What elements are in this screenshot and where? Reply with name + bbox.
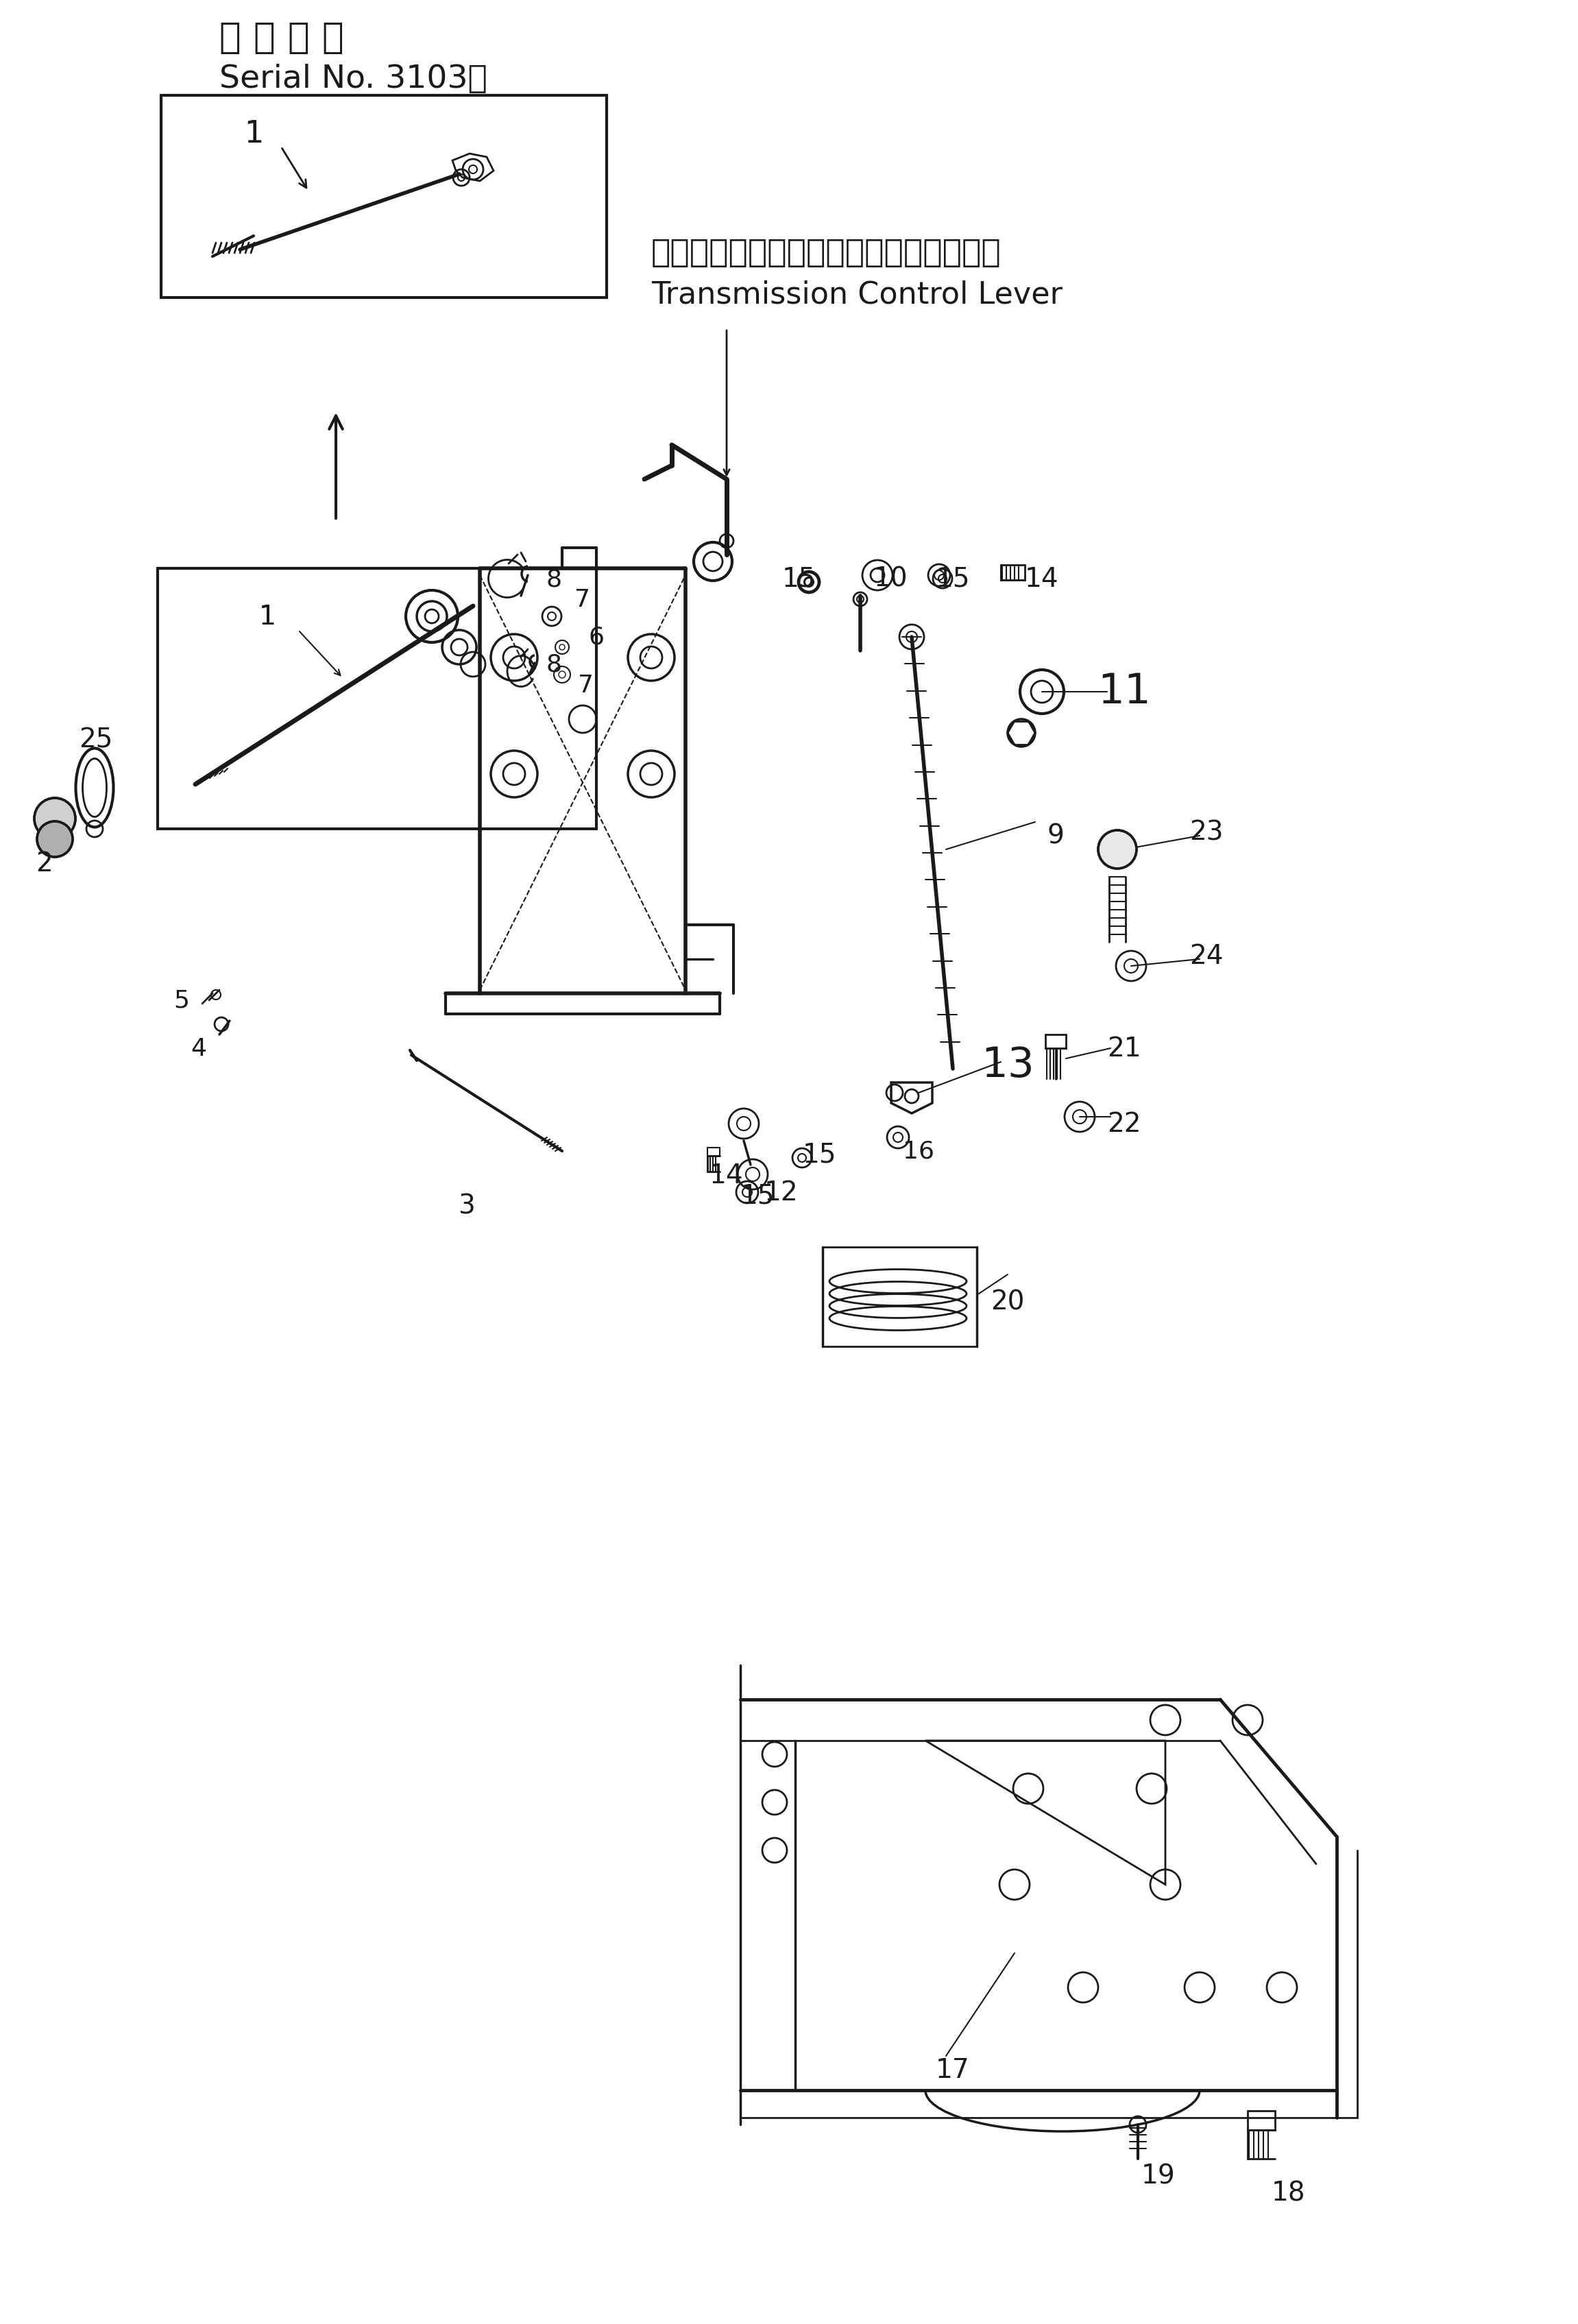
Text: 15: 15 [781, 567, 816, 593]
Text: 適 用 号 機: 適 用 号 機 [219, 21, 344, 56]
Text: 1: 1 [245, 119, 264, 149]
Text: Transmission Control Lever: Transmission Control Lever [652, 279, 1062, 309]
Text: 4: 4 [191, 1037, 207, 1060]
Text: 9: 9 [1048, 823, 1064, 848]
Bar [707, 1148, 720, 1155]
Text: 15: 15 [740, 1183, 775, 1208]
Text: 11: 11 [1098, 672, 1150, 713]
Circle shape [1098, 830, 1136, 869]
Text: 18: 18 [1272, 2180, 1305, 2205]
Text: 2: 2 [36, 851, 54, 876]
Text: 24: 24 [1190, 944, 1223, 969]
Bar [158, 569, 596, 830]
Text: 10: 10 [874, 567, 909, 593]
Text: 15: 15 [936, 567, 970, 593]
Text: 16: 16 [903, 1139, 934, 1162]
Text: トランスミッションコントロールレバー: トランスミッションコントロールレバー [652, 237, 1002, 270]
Bar [1248, 2110, 1275, 2131]
Bar [161, 95, 606, 297]
Bar [1045, 1034, 1065, 1048]
Circle shape [35, 799, 76, 839]
Text: 7: 7 [574, 588, 590, 611]
Text: 15: 15 [802, 1141, 836, 1169]
Text: 17: 17 [936, 2057, 970, 2082]
Text: 1: 1 [259, 604, 276, 630]
Text: 22: 22 [1108, 1111, 1141, 1136]
Text: 8: 8 [546, 567, 562, 590]
Text: 6: 6 [589, 625, 604, 648]
Text: 25: 25 [79, 727, 114, 753]
Text: 3: 3 [458, 1192, 475, 1220]
Text: 21: 21 [1108, 1037, 1141, 1062]
Text: 12: 12 [764, 1181, 798, 1206]
Text: 14: 14 [710, 1162, 743, 1188]
Text: 5: 5 [174, 990, 189, 1013]
Bar [1000, 565, 1024, 581]
Bar [822, 1248, 977, 1346]
Text: 23: 23 [1190, 820, 1223, 846]
Circle shape [36, 823, 73, 858]
Text: 19: 19 [1141, 2164, 1176, 2189]
Text: 20: 20 [991, 1290, 1024, 1315]
Text: 13: 13 [982, 1046, 1034, 1085]
Text: 14: 14 [1026, 567, 1059, 593]
Text: 7: 7 [578, 674, 593, 697]
Text: 1: 1 [245, 119, 264, 149]
Text: 8: 8 [546, 653, 562, 676]
Text: Serial No. 3103～: Serial No. 3103～ [219, 63, 488, 95]
Text: 1: 1 [259, 604, 276, 630]
